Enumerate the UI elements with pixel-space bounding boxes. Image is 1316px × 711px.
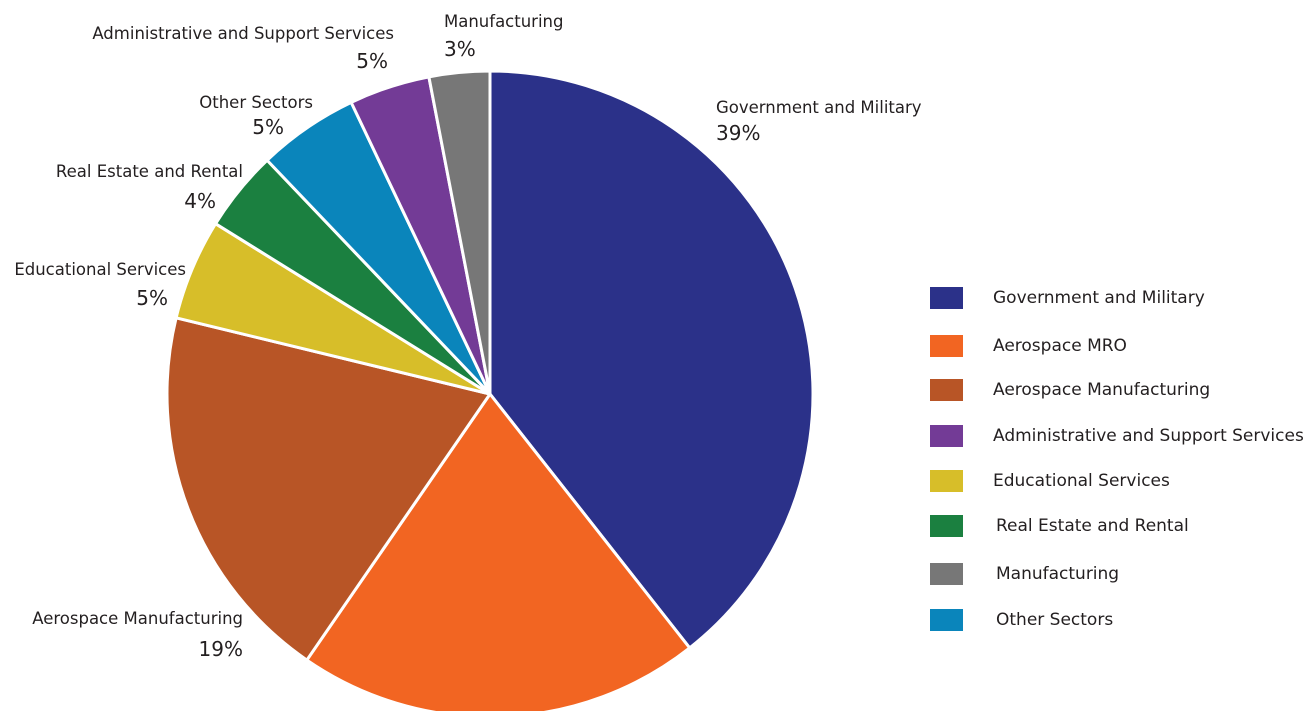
slice-value-other-sectors: 5%: [252, 115, 284, 139]
slice-value-real-estate-and-rental: 4%: [184, 189, 216, 213]
slice-label-manufacturing: Manufacturing: [444, 12, 563, 31]
slice-label-aerospace-manufacturing: Aerospace Manufacturing: [32, 609, 243, 628]
slice-label-administrative-and-support-services: Administrative and Support Services: [92, 24, 394, 43]
pie-slice-aerospace-mro: [305, 392, 692, 711]
slice-label-educational-services: Educational Services: [14, 260, 186, 279]
slice-value-educational-services: 5%: [136, 286, 168, 310]
slice-label-real-estate-and-rental: Real Estate and Rental: [56, 162, 243, 181]
slice-value-administrative-and-support-services: 5%: [356, 49, 388, 73]
pie-slice-government-and-military: [488, 69, 815, 650]
pie-slice-manufacturing: [427, 69, 492, 396]
slice-label-other-sectors: Other Sectors: [199, 93, 313, 112]
slice-label-government-and-military: Government and Military: [716, 98, 922, 117]
slice-value-manufacturing: 3%: [444, 37, 476, 61]
slice-value-government-and-military: 39%: [716, 121, 760, 145]
pie-slice-aerospace-manufacturing: [165, 316, 492, 662]
slice-value-aerospace-manufacturing: 19%: [199, 637, 243, 661]
